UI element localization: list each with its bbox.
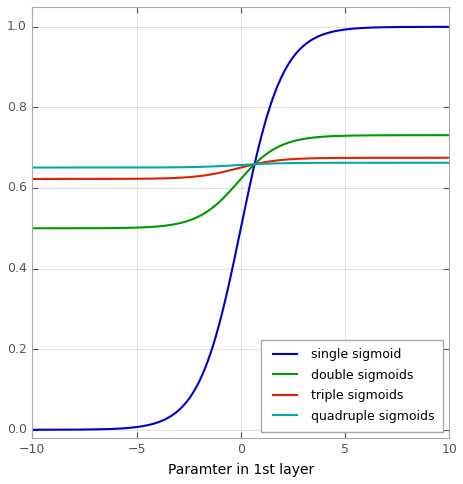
double sigmoids: [213, 202, 218, 208]
quadruple sigmoids: [72, 165, 77, 170]
quadruple sigmoids: [446, 160, 451, 166]
X-axis label: Paramter in 1st layer: Paramter in 1st layer: [167, 463, 313, 477]
double sigmoids: [446, 132, 451, 138]
Line: double sigmoids: double sigmoids: [32, 135, 449, 228]
Line: single sigmoid: single sigmoid: [32, 27, 449, 430]
triple sigmoids: [315, 155, 321, 161]
single sigmoid: [72, 427, 77, 433]
Line: triple sigmoids: triple sigmoids: [32, 158, 449, 179]
single sigmoid: [315, 33, 321, 39]
triple sigmoids: [362, 155, 367, 161]
triple sigmoids: [446, 155, 451, 161]
double sigmoids: [198, 212, 203, 218]
single sigmoid: [446, 24, 451, 30]
Legend: single sigmoid, double sigmoids, triple sigmoids, quadruple sigmoids: single sigmoid, double sigmoids, triple …: [260, 340, 442, 432]
single sigmoid: [29, 427, 35, 433]
double sigmoids: [362, 133, 367, 138]
quadruple sigmoids: [198, 164, 203, 170]
single sigmoid: [198, 375, 203, 381]
triple sigmoids: [29, 176, 35, 182]
single sigmoid: [354, 25, 360, 31]
double sigmoids: [72, 226, 77, 231]
triple sigmoids: [213, 170, 218, 176]
quadruple sigmoids: [362, 160, 367, 166]
single sigmoid: [362, 25, 367, 31]
quadruple sigmoids: [315, 160, 321, 166]
Line: quadruple sigmoids: quadruple sigmoids: [32, 163, 449, 167]
triple sigmoids: [198, 173, 203, 179]
double sigmoids: [354, 133, 360, 138]
quadruple sigmoids: [354, 160, 360, 166]
double sigmoids: [315, 134, 321, 140]
quadruple sigmoids: [213, 164, 218, 169]
triple sigmoids: [354, 155, 360, 161]
double sigmoids: [29, 226, 35, 231]
triple sigmoids: [72, 176, 77, 182]
quadruple sigmoids: [29, 165, 35, 170]
single sigmoid: [213, 333, 218, 339]
